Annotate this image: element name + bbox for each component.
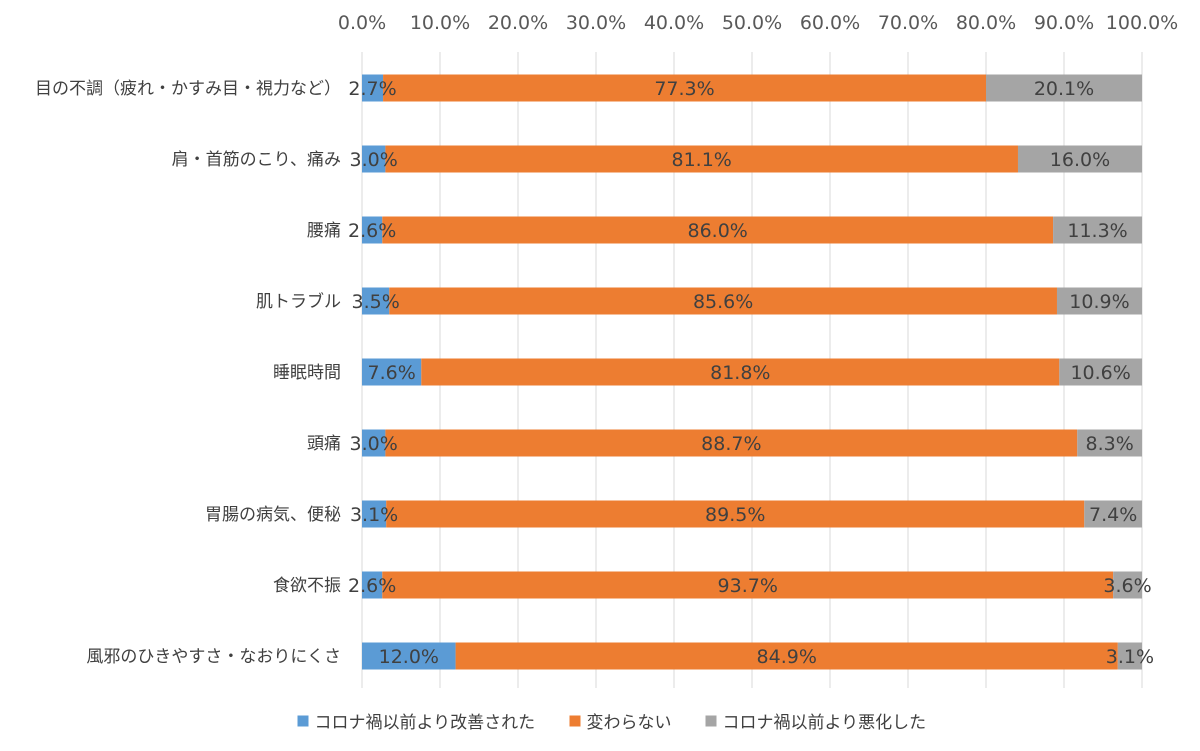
legend-label: 変わらない [587,713,672,733]
x-tick-label: 10.0% [410,12,470,34]
data-label: 3.5% [352,291,400,313]
data-label: 10.9% [1069,291,1129,313]
legend-label: コロナ禍以前より改善された [315,713,536,733]
bar-segment [362,429,386,457]
bar-segment [1084,500,1142,528]
bar-segment [1077,429,1142,457]
bar-segment [1117,642,1142,670]
data-label: 89.5% [705,504,765,526]
category-label: 頭痛 [307,434,341,454]
category-label: 肌トラブル [256,291,341,312]
bar-segment [455,642,1118,670]
data-label: 88.7% [701,433,761,455]
x-tick-label: 40.0% [644,12,704,34]
data-label: 85.6% [693,291,753,313]
data-label: 7.4% [1089,504,1137,526]
data-label: 93.7% [718,575,778,597]
data-label: 3.6% [1103,575,1151,597]
data-label: 81.8% [710,362,770,384]
bar-segment [986,74,1142,102]
bar-segment [1053,216,1142,244]
data-label: 11.3% [1067,220,1127,242]
data-label: 10.6% [1070,362,1130,384]
bar-segment [386,500,1085,528]
data-label: 81.1% [672,149,732,171]
x-tick-label: 0.0% [338,12,386,34]
x-tick-label: 20.0% [488,12,548,34]
data-label: 84.9% [757,646,817,668]
legend-swatch [705,715,717,727]
bar-segment [389,287,1057,315]
bar-segment [362,287,390,315]
x-tick-label: 80.0% [956,12,1016,34]
bar-segment [362,571,383,599]
data-label: 7.6% [367,362,415,384]
data-label: 77.3% [654,78,714,100]
data-label: 3.1% [350,504,398,526]
x-tick-label: 100.0% [1106,12,1178,34]
bar-segment [385,145,1018,173]
x-tick-label: 90.0% [1034,12,1094,34]
data-label: 2.6% [348,220,396,242]
data-label: 86.0% [688,220,748,242]
bar-segment [382,216,1054,244]
bar-segment [362,500,387,528]
data-label: 3.0% [350,433,398,455]
bar-segment [383,74,986,102]
x-tick-label: 70.0% [878,12,938,34]
category-label: 目の不調（疲れ・かすみ目・視力など） [35,79,341,99]
x-tick-label: 60.0% [800,12,860,34]
data-label: 2.7% [348,78,396,100]
legend-label: コロナ禍以前より悪化した [723,713,927,733]
bar-segment [362,74,384,102]
bar-segment [1113,571,1142,599]
x-tick-label: 30.0% [566,12,626,34]
category-label: 食欲不振 [273,576,341,596]
bar-segment [1059,358,1142,386]
category-label: 肩・首筋のこり、痛み [172,150,341,170]
bar-segment [362,216,383,244]
category-label: 腰痛 [307,221,341,241]
bar-segment [362,145,386,173]
data-label: 3.0% [350,149,398,171]
bar-segment [421,358,1060,386]
bar-segment [1017,145,1142,173]
x-tick-label: 50.0% [722,12,782,34]
bar-segment [385,429,1078,457]
data-label: 3.1% [1106,646,1154,668]
bar-segment [362,358,422,386]
data-label: 20.1% [1034,78,1094,100]
bar-segment [382,571,1114,599]
data-label: 16.0% [1050,149,1110,171]
data-label: 2.6% [348,575,396,597]
data-label: 12.0% [379,646,439,668]
legend-swatch [297,715,309,727]
category-label: 睡眠時間 [273,363,341,383]
legend-swatch [569,715,581,727]
bar-segment [362,642,456,670]
category-label: 胃腸の病気、便秘 [205,505,341,525]
category-label: 風邪のひきやすさ・なおりにくさ [86,647,341,667]
bar-segment [1056,287,1142,315]
data-label: 8.3% [1085,433,1133,455]
